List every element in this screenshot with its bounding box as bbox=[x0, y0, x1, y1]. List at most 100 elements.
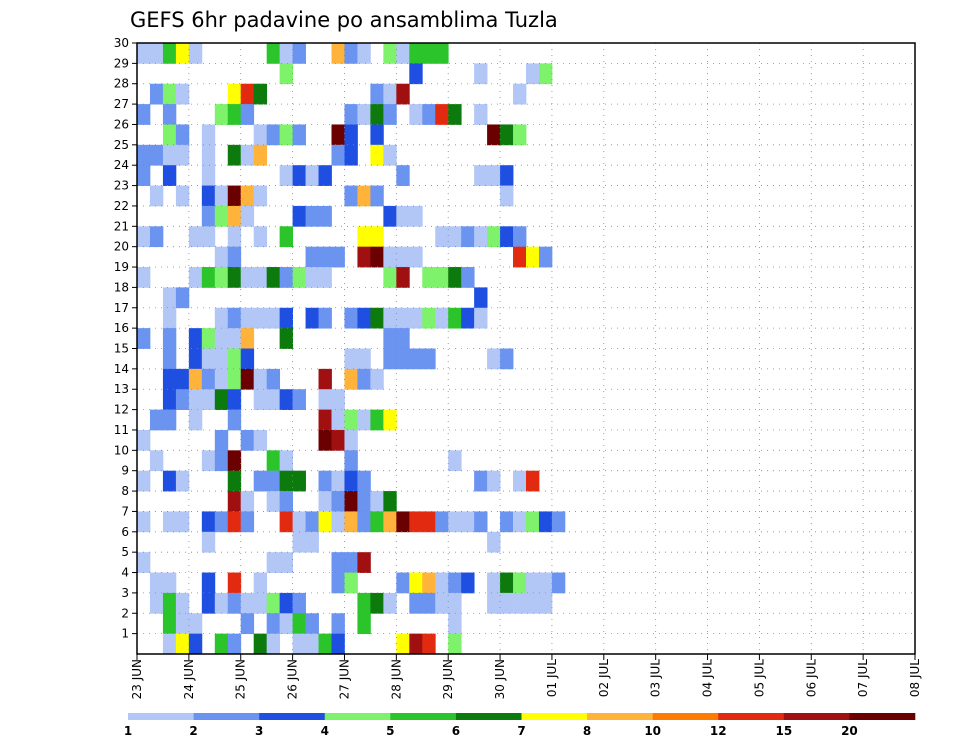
y-tick-label: 25 bbox=[114, 138, 129, 152]
heatmap-cell bbox=[175, 287, 190, 309]
heatmap-cell bbox=[500, 226, 514, 248]
heatmap-cell bbox=[305, 246, 319, 268]
heatmap-cell bbox=[551, 511, 566, 533]
heatmap-cell bbox=[383, 205, 397, 227]
heatmap-cell bbox=[279, 511, 293, 533]
heatmap-cell bbox=[318, 429, 332, 451]
heatmap-cell bbox=[188, 368, 203, 390]
heatmap-cell bbox=[162, 409, 177, 431]
heatmap-cell bbox=[344, 104, 358, 125]
heatmap-cell bbox=[318, 368, 332, 390]
heatmap-cell bbox=[279, 491, 293, 512]
heatmap-cell bbox=[409, 307, 423, 329]
heatmap-cell bbox=[292, 165, 306, 186]
heatmap-cell bbox=[240, 185, 255, 207]
heatmap-cell bbox=[279, 267, 293, 288]
heatmap-cell bbox=[201, 165, 216, 186]
heatmap-cell bbox=[279, 613, 293, 635]
heatmap-cell bbox=[253, 389, 268, 410]
heatmap-cell bbox=[227, 246, 242, 268]
colorbar-swatch bbox=[390, 713, 457, 720]
heatmap-cell bbox=[513, 511, 527, 533]
heatmap-cell bbox=[253, 592, 268, 614]
heatmap-cell bbox=[409, 348, 423, 370]
heatmap-cell bbox=[227, 144, 242, 166]
heatmap-cell bbox=[137, 43, 151, 64]
x-tick-label: 02 JUL bbox=[597, 659, 611, 697]
heatmap-cell bbox=[253, 572, 268, 594]
y-tick-label: 16 bbox=[114, 321, 129, 335]
heatmap-cell bbox=[214, 592, 229, 614]
heatmap-cell bbox=[175, 511, 190, 533]
heatmap-cell bbox=[344, 491, 358, 512]
heatmap-cell bbox=[266, 450, 281, 472]
heatmap-cell bbox=[409, 205, 423, 227]
heatmap-cell bbox=[292, 592, 306, 614]
heatmap-cell bbox=[214, 104, 229, 125]
heatmap-cell bbox=[240, 144, 255, 166]
heatmap-cell bbox=[240, 104, 255, 125]
heatmap-cell bbox=[201, 205, 216, 227]
heatmap-cell bbox=[227, 511, 242, 533]
heatmap-cell bbox=[409, 511, 423, 533]
heatmap-cell bbox=[357, 409, 371, 431]
heatmap-cell bbox=[526, 511, 540, 533]
heatmap-cell bbox=[357, 592, 371, 614]
heatmap-cell bbox=[422, 592, 436, 614]
colorbar-label: 4 bbox=[321, 724, 329, 738]
x-tick-label: 03 JUL bbox=[649, 659, 663, 697]
heatmap-cell bbox=[201, 267, 216, 288]
heatmap-cell bbox=[227, 592, 242, 614]
heatmap-cell bbox=[279, 307, 293, 329]
heatmap-cell bbox=[279, 226, 293, 248]
heatmap-cell bbox=[279, 552, 293, 573]
heatmap-cell bbox=[149, 185, 164, 207]
x-tick-label: 25 JUN bbox=[234, 659, 248, 699]
heatmap-cell bbox=[266, 613, 281, 635]
heatmap-cell bbox=[383, 144, 397, 166]
heatmap-cell bbox=[227, 368, 242, 390]
heatmap-cell bbox=[214, 368, 229, 390]
heatmap-cell bbox=[409, 104, 423, 125]
heatmap-cell bbox=[292, 613, 306, 635]
heatmap-cell bbox=[253, 124, 268, 146]
heatmap-cell bbox=[396, 43, 410, 64]
heatmap-cell bbox=[538, 246, 553, 268]
heatmap-cell bbox=[318, 633, 332, 655]
heatmap-cell bbox=[422, 267, 436, 288]
heatmap-cell bbox=[383, 511, 397, 533]
heatmap-cell bbox=[551, 572, 566, 594]
heatmap-cell bbox=[305, 633, 319, 655]
heatmap-cell bbox=[318, 491, 332, 512]
heatmap-cell bbox=[201, 389, 216, 410]
colorbar-label: 12 bbox=[710, 724, 727, 738]
x-tick-label: 06 JUL bbox=[804, 659, 818, 697]
heatmap-cells bbox=[137, 43, 566, 655]
heatmap-cell bbox=[448, 572, 462, 594]
heatmap-cell bbox=[214, 633, 229, 655]
heatmap-cell bbox=[162, 572, 177, 594]
heatmap-cell bbox=[162, 144, 177, 166]
heatmap-cell bbox=[422, 348, 436, 370]
heatmap-cell bbox=[292, 633, 306, 655]
y-tick-label: 14 bbox=[114, 362, 129, 376]
heatmap-cell bbox=[331, 572, 345, 594]
y-tick-label: 22 bbox=[114, 199, 129, 213]
heatmap-cell bbox=[253, 307, 268, 329]
x-tick-label: 04 JUL bbox=[701, 659, 715, 697]
heatmap-cell bbox=[305, 267, 319, 288]
chart-title: GEFS 6hr padavine po ansamblima Tuzla bbox=[130, 8, 558, 32]
heatmap-cell bbox=[279, 389, 293, 410]
heatmap-cell bbox=[201, 348, 216, 370]
x-tick-label: 29 JUN bbox=[441, 659, 455, 699]
heatmap-cell bbox=[435, 592, 449, 614]
heatmap-cell bbox=[214, 348, 229, 370]
heatmap-cell bbox=[461, 267, 475, 288]
heatmap-cell bbox=[279, 328, 293, 349]
heatmap-cell bbox=[253, 429, 268, 451]
heatmap-cell bbox=[331, 613, 345, 635]
y-tick-label: 18 bbox=[114, 280, 129, 294]
x-tick-label: 28 JUN bbox=[389, 659, 403, 699]
heatmap-cell bbox=[422, 104, 436, 125]
heatmap-cell bbox=[305, 165, 319, 186]
